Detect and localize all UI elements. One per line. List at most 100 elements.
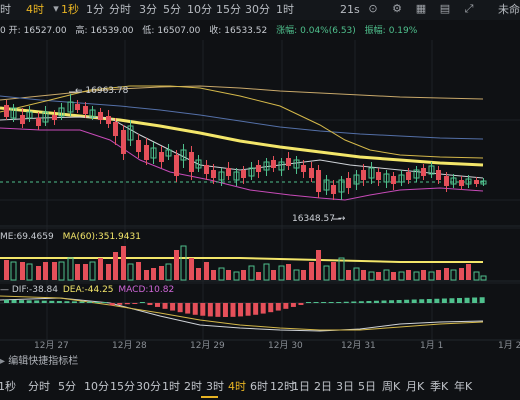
macd-bar [34, 300, 40, 303]
change-label: 涨幅: 0.04%(6.53) [276, 26, 356, 36]
candle-body [353, 174, 360, 185]
macd-bar [245, 303, 251, 316]
candlesticks [4, 94, 487, 200]
candle-body [136, 140, 141, 152]
candle-body [159, 152, 164, 162]
period-option[interactable]: 30分 [136, 380, 161, 393]
volume-bar [361, 270, 366, 280]
macd-bar [411, 299, 417, 303]
period-option[interactable]: 15分 [110, 380, 135, 393]
period-option[interactable]: 1秒 [0, 380, 16, 393]
volume-bar [89, 261, 96, 281]
indicator-bar[interactable]: ▸ 编辑快捷指标栏 [0, 355, 520, 369]
macd-bar [366, 301, 372, 303]
period-5m[interactable]: 5分 [163, 3, 181, 16]
volume-bar [444, 268, 449, 280]
period-30m[interactable]: 30分 [245, 3, 270, 16]
candle-body [233, 171, 240, 181]
camera-icon[interactable]: ⊙ [368, 2, 378, 15]
volume-bar [466, 264, 471, 280]
period-option[interactable]: 6时 [250, 380, 268, 393]
period-1s[interactable]: 1秒 [61, 3, 79, 16]
right-label: 未命 [498, 3, 520, 16]
period-option[interactable]: 季K [430, 380, 449, 393]
period-option[interactable]: 2时 [184, 380, 202, 393]
dropdown-icon[interactable]: ▾ [53, 2, 59, 15]
volume-value: ME:69.4659 [0, 232, 54, 242]
macd-bar [419, 299, 425, 303]
ma-yellow-thin-line [0, 85, 484, 159]
candle-body [248, 167, 255, 177]
volume-bar [165, 263, 172, 281]
candle-body [144, 145, 149, 160]
period-option[interactable]: 年K [454, 380, 473, 393]
macd-bar [19, 300, 25, 303]
period-option[interactable]: 月K [406, 380, 425, 393]
period-option[interactable]: 1日 [292, 380, 310, 393]
volume-bar [398, 271, 405, 281]
period-option[interactable]: 4时 [228, 380, 246, 393]
period-15m[interactable]: 15分 [216, 3, 241, 16]
period-option[interactable]: 5分 [58, 380, 76, 393]
period-time[interactable]: 分时 [109, 3, 131, 16]
fullscreen-icon[interactable]: ⤢ [464, 2, 474, 15]
volume-bar [4, 260, 9, 280]
candle-body [106, 116, 111, 124]
volume-bar [127, 263, 134, 281]
candle-body [263, 161, 270, 171]
period-1m[interactable]: 1分 [86, 3, 104, 16]
settings-icon[interactable]: ⚙ [392, 2, 402, 15]
period-10m[interactable]: 10分 [187, 3, 212, 16]
period-option[interactable]: 12时 [270, 380, 295, 393]
low-mark-label: 16348.57 → [292, 214, 346, 224]
edit-indicator-label[interactable]: 编辑快捷指标栏 [8, 356, 79, 367]
volume-bar [144, 270, 149, 280]
candle-body [465, 178, 472, 185]
period-option[interactable]: 分时 [28, 380, 50, 393]
period-3m[interactable]: 3分 [139, 3, 157, 16]
candle-body [121, 130, 126, 154]
macd-bar [109, 303, 115, 306]
candle-body [286, 158, 291, 166]
macd-bar [230, 303, 236, 317]
period-option[interactable]: 3日 [336, 380, 354, 393]
volume-bar [52, 262, 57, 280]
macd-bar [147, 303, 153, 305]
period-option[interactable]: 5日 [358, 380, 376, 393]
period-1h[interactable]: 1时 [276, 3, 294, 16]
high-label: 高: 16539.00 [75, 26, 134, 36]
x-tick: 12月 27 [34, 341, 69, 351]
candle-body [42, 111, 49, 123]
period-option[interactable]: 3时 [206, 380, 224, 393]
macd-bar [102, 302, 108, 303]
candle-body [89, 109, 96, 118]
candle-body [165, 149, 172, 157]
interval-selector[interactable]: 4时 [26, 3, 44, 16]
period-option[interactable]: 2日 [314, 380, 332, 393]
macd-bar [404, 299, 410, 303]
volume-bar [278, 265, 285, 281]
macd-bar [472, 297, 478, 303]
period-option[interactable]: 1时 [162, 380, 180, 393]
macd-bar [49, 300, 55, 303]
candle-body [36, 118, 41, 126]
volume-bar [189, 258, 194, 280]
macd-bar [222, 303, 228, 317]
candle-body [211, 170, 216, 178]
period-option[interactable]: 10分 [84, 380, 109, 393]
volume-bar [346, 270, 351, 280]
volume-bar [459, 268, 464, 280]
volume-bar [353, 267, 360, 281]
candle-body [346, 178, 351, 188]
volume-bar [121, 246, 126, 280]
volume-bar [218, 267, 225, 281]
layout-icon[interactable]: ▤ [439, 2, 451, 15]
candle-body [293, 159, 300, 169]
period-option[interactable]: 周K [382, 380, 401, 393]
candle-body [26, 111, 33, 119]
grid-icon[interactable]: ▦ [415, 2, 427, 15]
candle-body [113, 122, 118, 136]
volume-bar [480, 275, 487, 281]
volume-bar [383, 269, 390, 281]
